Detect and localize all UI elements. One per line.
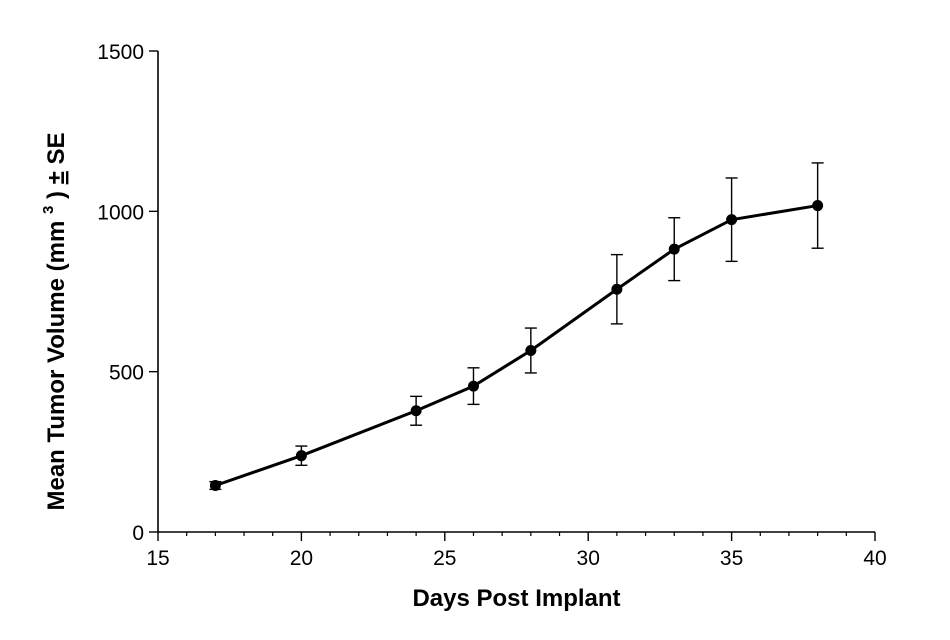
data-point (611, 283, 623, 295)
data-point (668, 243, 680, 255)
y-axis-label-main: Mean Tumor Volume (mm (43, 221, 70, 511)
data-point (295, 450, 307, 462)
data-point (812, 200, 824, 212)
data-point (525, 345, 537, 357)
y-tick-label: 0 (132, 522, 144, 545)
x-tick-label: 20 (290, 547, 313, 570)
x-tick-label: 25 (433, 547, 456, 570)
y-axis-label: Mean Tumor Volume (mm 3 ) ± SE (32, 132, 70, 510)
y-axis-label-plusminus: ± (43, 171, 70, 184)
data-point (209, 480, 221, 492)
data-point (467, 380, 479, 392)
data-point (726, 214, 738, 226)
data-point (410, 405, 422, 417)
y-tick-label: 500 (109, 362, 144, 385)
axes: 15 20 25 30 35 40 0 500 1000 1500 (97, 41, 886, 570)
x-tick-label: 15 (146, 547, 169, 570)
y-tick-label: 1000 (97, 201, 144, 224)
x-tick-label: 40 (863, 547, 886, 570)
y-tick-label: 1500 (97, 41, 144, 64)
x-tick-label: 30 (577, 547, 600, 570)
x-axis-label: Days Post Implant (412, 585, 620, 612)
x-tick-label: 35 (720, 547, 743, 570)
series (209, 162, 824, 492)
y-axis-label-superscript: 3 (40, 206, 57, 214)
y-axis-label-close: ) (43, 184, 70, 199)
series-line (214, 204, 818, 487)
y-axis-label-se: SE (43, 132, 70, 164)
